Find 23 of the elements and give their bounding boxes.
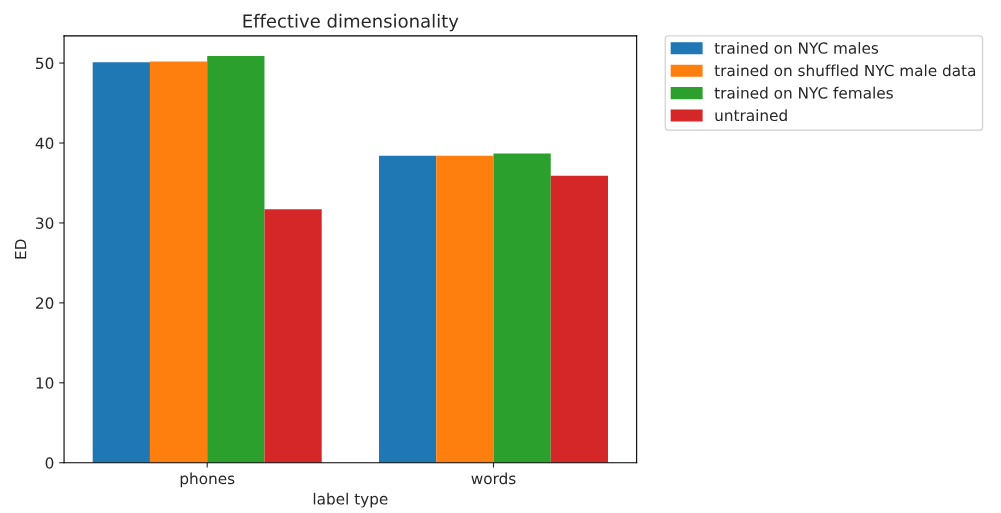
legend-label: trained on NYC females	[714, 86, 893, 99]
chart-title: Effective dimensionality	[243, 13, 459, 32]
bar	[207, 55, 265, 463]
y-tick-label: 20	[36, 297, 54, 309]
bar	[436, 155, 494, 463]
bar	[149, 61, 208, 463]
y-tick-label: 0	[45, 457, 54, 469]
bar	[92, 62, 150, 463]
y-tick-label: 40	[35, 137, 54, 150]
y-tick-label: 10	[36, 377, 54, 389]
y-tick-label: 50	[36, 57, 54, 70]
legend-label: untrained	[715, 109, 787, 122]
y-axis-title: ED	[15, 239, 27, 259]
y-tick-label: 30	[36, 217, 54, 229]
bar	[550, 175, 609, 463]
legend-label: trained on NYC males	[714, 42, 879, 54]
legend-label: trained on shuffled NYC male data	[714, 64, 976, 77]
bar	[264, 209, 322, 463]
bar	[493, 153, 551, 463]
x-tick-label: words	[471, 472, 516, 485]
bar	[378, 155, 437, 463]
x-tick-label: phones	[180, 472, 235, 488]
x-axis-title: label type	[313, 492, 388, 508]
